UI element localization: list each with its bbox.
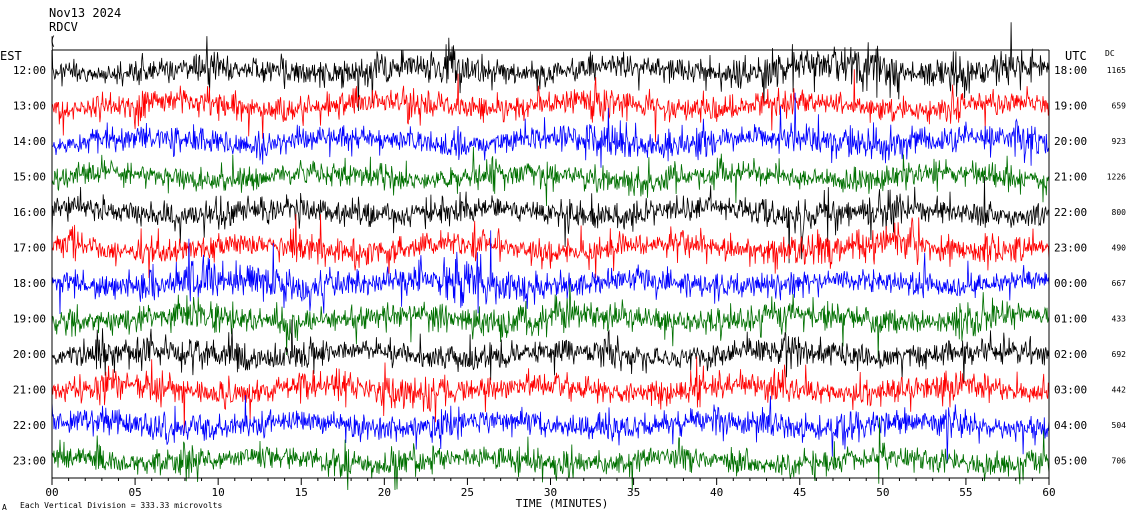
hour-labels: 12:00 18:00 1165 13:00 19:00 659 14:00 20:00 923… — [13, 64, 1126, 468]
x-tick-label: 00 — [45, 486, 58, 499]
utc-hour-label: 03:00 — [1054, 384, 1087, 397]
utc-hour-label: 01:00 — [1054, 313, 1087, 326]
utc-hour-label: 02:00 — [1054, 348, 1087, 361]
est-hour-label: 19:00 — [13, 313, 46, 326]
dc-offset-label: 433 — [1112, 315, 1127, 324]
utc-hour-label: 23:00 — [1054, 242, 1087, 255]
dc-axis-label: DC — [1105, 49, 1115, 58]
dc-offset-label: 692 — [1112, 350, 1127, 359]
trace-1200 — [51, 22, 1050, 112]
x-tick-label: 35 — [627, 486, 640, 499]
est-hour-label: 16:00 — [13, 206, 46, 219]
trace-2300 — [51, 417, 1050, 491]
est-hour-label: 12:00 — [13, 64, 46, 77]
x-tick-label: 25 — [461, 486, 474, 499]
x-axis-ticks: 00 05 10 15 20 25 30 35 40 45 50 55 60 — [45, 478, 1056, 499]
dc-offset-label: 659 — [1112, 102, 1127, 111]
x-tick-label: 30 — [544, 486, 557, 499]
trace-2000 — [51, 319, 1050, 384]
trace-1500 — [51, 146, 1050, 207]
utc-hour-label: 05:00 — [1054, 455, 1087, 468]
est-hour-label: 20:00 — [13, 348, 46, 361]
header-line3: ( — [49, 34, 56, 48]
utc-hour-label: 00:00 — [1054, 277, 1087, 290]
est-hour-label: 17:00 — [13, 242, 46, 255]
est-hour-label: 15:00 — [13, 171, 46, 184]
dc-offset-label: 706 — [1112, 457, 1127, 466]
x-tick-label: 20 — [378, 486, 391, 499]
seismic-traces — [51, 22, 1050, 491]
x-axis-title: TIME (MINUTES) — [516, 497, 609, 510]
utc-hour-label: 04:00 — [1054, 419, 1087, 432]
est-hour-label: 18:00 — [13, 277, 46, 290]
est-hour-label: 23:00 — [13, 455, 46, 468]
trace-2200 — [51, 395, 1050, 464]
dc-offset-label: 442 — [1112, 386, 1127, 395]
utc-hour-label: 19:00 — [1054, 100, 1087, 113]
utc-hour-label: 21:00 — [1054, 171, 1087, 184]
est-hour-label: 14:00 — [13, 135, 46, 148]
x-tick-label: 40 — [710, 486, 723, 499]
x-tick-label: 55 — [959, 486, 972, 499]
trace-1600 — [51, 176, 1050, 264]
trace-2100 — [51, 356, 1050, 434]
x-tick-label: 60 — [1042, 486, 1055, 499]
trace-1300 — [51, 69, 1050, 143]
dc-offset-label: 490 — [1112, 244, 1127, 253]
x-tick-label: 50 — [876, 486, 889, 499]
dc-offset-label: 504 — [1112, 421, 1127, 430]
trace-1900 — [51, 283, 1050, 360]
dc-offset-label: 667 — [1112, 279, 1127, 288]
dc-offset-label: 1226 — [1107, 173, 1126, 182]
trace-1400 — [51, 92, 1050, 168]
trace-1700 — [51, 213, 1050, 279]
scale-note: Each Vertical Division = 333.33 microvol… — [20, 501, 222, 510]
utc-hour-label: 20:00 — [1054, 135, 1087, 148]
utc-hour-label: 22:00 — [1054, 206, 1087, 219]
est-axis-label: EST — [0, 49, 22, 63]
header-date: Nov13 2024 — [49, 6, 121, 20]
utc-hour-label: 18:00 — [1054, 64, 1087, 77]
x-tick-label: 10 — [212, 486, 225, 499]
dc-offset-label: 1165 — [1107, 66, 1126, 75]
est-hour-label: 13:00 — [13, 100, 46, 113]
header-station: RDCV — [49, 20, 78, 34]
est-hour-label: 22:00 — [13, 419, 46, 432]
x-tick-label: 45 — [793, 486, 806, 499]
utc-axis-label: UTC — [1065, 49, 1087, 63]
footer-mark: A — [2, 503, 7, 512]
x-tick-label: 05 — [128, 486, 141, 499]
est-hour-label: 21:00 — [13, 384, 46, 397]
dc-offset-label: 923 — [1112, 137, 1127, 146]
dc-offset-label: 800 — [1112, 208, 1127, 217]
trace-1800 — [51, 230, 1050, 315]
x-tick-label: 15 — [295, 486, 308, 499]
